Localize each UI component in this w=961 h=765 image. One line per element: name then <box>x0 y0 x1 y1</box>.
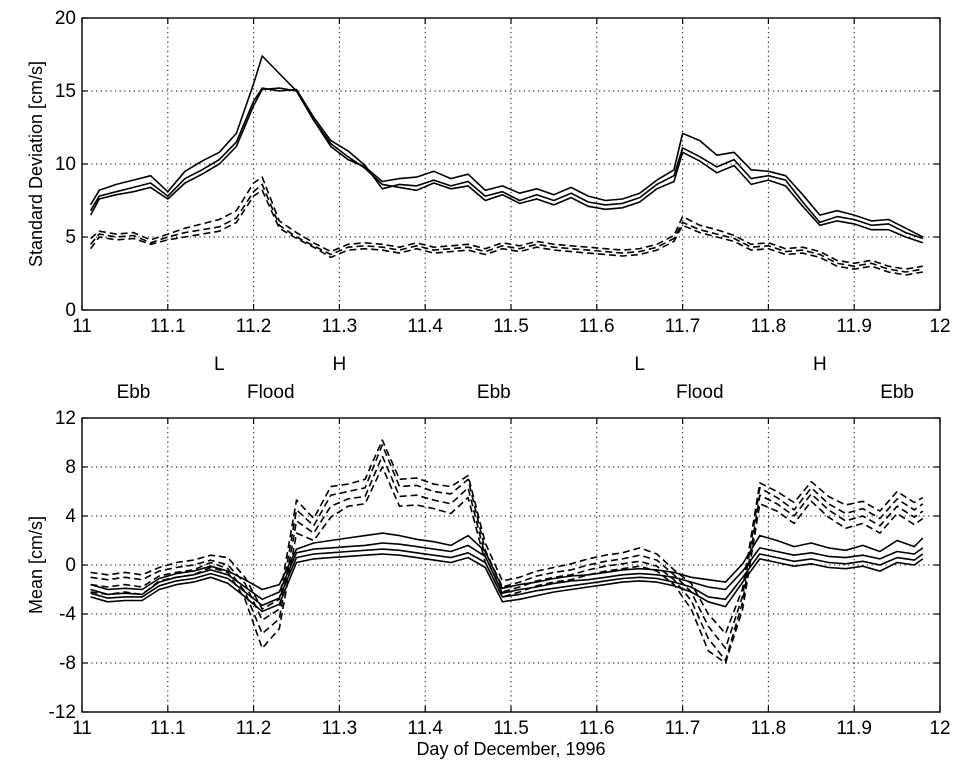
x-tick-label: 11.1 <box>150 718 186 739</box>
x-tick-label: 11.3 <box>322 316 358 337</box>
y-tick-label: -12 <box>49 702 76 723</box>
y-tick-label: -8 <box>59 653 76 674</box>
x-tick-label: 11 <box>72 316 92 337</box>
phase-label-flood: Flood <box>247 382 295 403</box>
x-tick-label: 11 <box>72 718 92 739</box>
x-axis-label: Day of December, 1996 <box>416 739 605 759</box>
series-line-5 <box>90 176 923 270</box>
series-line-3 <box>90 553 924 613</box>
phase-label-ebb: Ebb <box>880 382 914 403</box>
grid <box>82 18 940 310</box>
series-line-5 <box>90 444 924 650</box>
series-group <box>90 439 924 664</box>
std-dev-chart: 11 11.1 11.2 11.3 11.4 11.5 11.6 11.7 11.8 11.9 12… <box>26 8 951 337</box>
series-line-3 <box>89 55 924 238</box>
x-tick-label: 11.2 <box>236 718 272 739</box>
y-tick-label: 0 <box>65 555 76 576</box>
x-tick-label: 11.5 <box>493 316 529 337</box>
y-tick-label: 0 <box>65 300 76 321</box>
y-tick-label: 8 <box>65 457 76 478</box>
x-tick-label: 11.4 <box>407 316 443 337</box>
phase-label-ebb: Ebb <box>117 382 151 403</box>
x-tick-label: 11.9 <box>836 718 872 739</box>
y-tick-label: 20 <box>55 8 76 29</box>
x-tick-label: 11.5 <box>493 718 529 739</box>
ticks: 11 11.1 11.2 11.3 11.4 11.5 11.6 11.7 11.8 11.9 12… <box>49 408 951 739</box>
x-tick-label: 12 <box>929 316 950 337</box>
x-tick-label: 11.8 <box>751 718 787 739</box>
y-axis-label: Standard Deviation [cm/s] <box>26 61 46 267</box>
tide-marker-l: L <box>214 354 225 375</box>
x-tick-label: 11.6 <box>579 718 615 739</box>
x-tick-label: 11.9 <box>836 316 872 337</box>
x-tick-label: 11.3 <box>322 718 358 739</box>
y-tick-label: -4 <box>59 604 76 625</box>
x-tick-label: 11.7 <box>665 718 701 739</box>
y-tick-label: 12 <box>55 408 76 429</box>
mean-chart: 11 11.1 11.2 11.3 11.4 11.5 11.6 11.7 11.8 11.9 12… <box>26 408 951 759</box>
grid <box>82 418 940 712</box>
ticks: 11 11.1 11.2 11.3 11.4 11.5 11.6 11.7 11.8 11.9 12… <box>55 8 951 337</box>
series-line-6 <box>90 455 924 662</box>
tide-marker-h: H <box>333 354 347 375</box>
series-line-2 <box>90 548 924 607</box>
x-tick-label: 11.2 <box>236 316 272 337</box>
tide-marker-h: H <box>813 354 827 375</box>
y-tick-label: 5 <box>65 227 76 248</box>
x-tick-label: 11.6 <box>579 316 615 337</box>
series-line-7 <box>90 466 924 664</box>
y-tick-label: 10 <box>55 154 76 175</box>
phase-label-ebb: Ebb <box>477 382 511 403</box>
series-group <box>89 55 924 276</box>
tide-annotations: L H L H Ebb Flood Ebb Flood Ebb <box>117 354 914 403</box>
y-tick-label: 4 <box>65 506 76 527</box>
series-line-4 <box>89 189 923 276</box>
series-line-6 <box>89 183 923 273</box>
phase-label-flood: Flood <box>676 382 724 403</box>
x-tick-label: 11.4 <box>407 718 443 739</box>
y-axis-label: Mean [cm/s] <box>26 516 46 614</box>
x-tick-label: 12 <box>929 718 950 739</box>
x-tick-label: 11.7 <box>665 316 701 337</box>
x-tick-label: 11.8 <box>751 316 787 337</box>
series-line-2 <box>89 87 924 240</box>
x-tick-label: 11.1 <box>150 316 186 337</box>
series-line-1 <box>89 87 924 244</box>
y-tick-label: 15 <box>55 81 76 102</box>
tide-marker-l: L <box>634 354 645 375</box>
series-line-8 <box>90 439 924 635</box>
series-line-1 <box>90 542 924 601</box>
